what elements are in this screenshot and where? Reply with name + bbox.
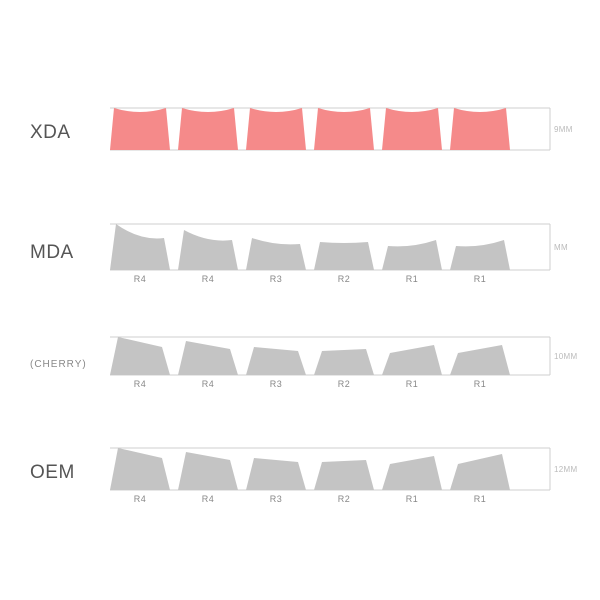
keycap-silhouette: [178, 108, 238, 150]
profile-label: XDA: [30, 122, 71, 144]
profile-svg: [110, 220, 580, 274]
row-number-label: R1: [382, 494, 442, 504]
profile-label: (CHERRY): [30, 359, 87, 370]
profile-row-xda: XDA 9MM: [0, 100, 600, 170]
profile-row-cherry: (CHERRY) 10MM R4 R4 R3 R2 R1 R1: [0, 330, 600, 395]
row-number-label: R1: [450, 379, 510, 389]
row-number-label: R1: [382, 379, 442, 389]
keycap-silhouette: [178, 230, 238, 270]
keycap-silhouette: [450, 240, 510, 270]
row-number-label: R4: [110, 274, 170, 284]
height-label: MM: [554, 243, 594, 252]
keycap-silhouette: [450, 454, 510, 490]
profile-svg: [110, 100, 580, 154]
keycap-silhouette: [110, 224, 170, 270]
height-label: 10MM: [554, 352, 594, 361]
keycap-silhouette: [110, 108, 170, 150]
keycap-silhouette: [246, 458, 306, 490]
row-number-label: R4: [110, 379, 170, 389]
keycap-silhouette: [382, 345, 442, 375]
profile-svg: [110, 440, 580, 494]
keycap-profile-diagram: XDA 9MM MDA MM R4 R4 R3 R2 R1 R1 (CHERRY) 10MM R4 R4 R…: [0, 0, 600, 600]
row-number-label: R1: [382, 274, 442, 284]
row-number-label: R2: [314, 274, 374, 284]
keycap-silhouette: [450, 345, 510, 375]
keycap-silhouette: [246, 238, 306, 270]
keycap-silhouette: [314, 349, 374, 375]
row-number-label: R3: [246, 379, 306, 389]
profile-row-oem: OEM 12MM R4 R4 R3 R2 R1 R1: [0, 440, 600, 510]
row-number-label: R2: [314, 494, 374, 504]
keycap-silhouette: [314, 242, 374, 270]
keycap-silhouette: [110, 337, 170, 375]
height-label: 12MM: [554, 465, 594, 474]
row-number-label: R4: [110, 494, 170, 504]
row-number-label: R2: [314, 379, 374, 389]
profile-label: OEM: [30, 462, 75, 484]
keycap-silhouette: [314, 460, 374, 490]
keycap-silhouette: [110, 448, 170, 490]
keycap-silhouette: [382, 240, 442, 270]
keycap-silhouette: [382, 456, 442, 490]
profile-svg: [110, 330, 580, 379]
row-number-label: R1: [450, 494, 510, 504]
row-number-label: R4: [178, 494, 238, 504]
row-number-label: R1: [450, 274, 510, 284]
keycap-silhouette: [178, 341, 238, 375]
keycap-silhouette: [246, 108, 306, 150]
row-number-label: R4: [178, 379, 238, 389]
keycap-silhouette: [178, 452, 238, 490]
row-number-label: R3: [246, 494, 306, 504]
keycap-silhouette: [382, 108, 442, 150]
keycap-silhouette: [314, 108, 374, 150]
row-number-label: R3: [246, 274, 306, 284]
keycap-silhouette: [246, 347, 306, 375]
row-number-label: R4: [178, 274, 238, 284]
keycap-silhouette: [450, 108, 510, 150]
profile-label: MDA: [30, 242, 74, 264]
profile-row-mda: MDA MM R4 R4 R3 R2 R1 R1: [0, 220, 600, 290]
height-label: 9MM: [554, 125, 594, 134]
